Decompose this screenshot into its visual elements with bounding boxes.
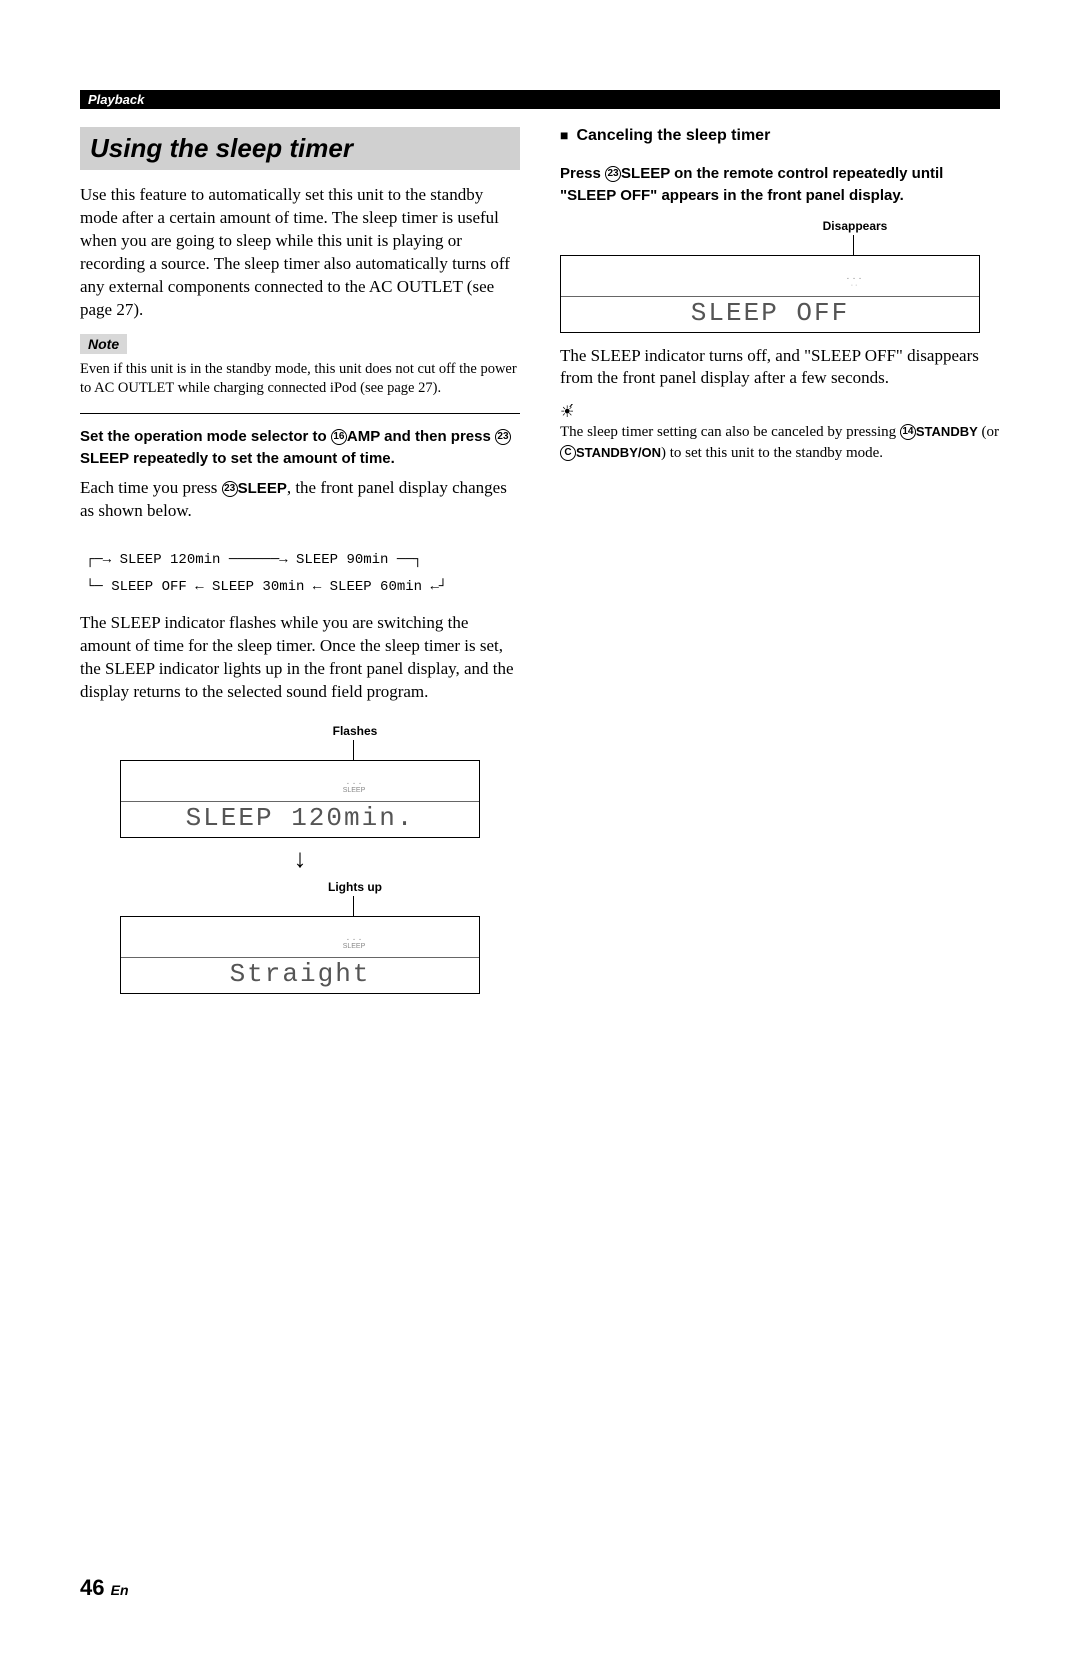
display-line — [561, 296, 979, 297]
intro-paragraph: Use this feature to automatically set th… — [80, 184, 520, 322]
feature-title: Using the sleep timer — [80, 127, 520, 170]
page-num-value: 46 — [80, 1575, 104, 1600]
after-paragraph: The SLEEP indicator turns off, and "SLEE… — [560, 345, 1000, 391]
cancel-instruction: Press 23SLEEP on the remote control repe… — [560, 163, 1000, 207]
display-group-off: Disappears · · SLEEP OFF — [560, 219, 980, 333]
sleep-indicator-icon: SLEEP — [339, 781, 369, 794]
tip-icon: ☀́ — [560, 402, 1000, 422]
text: Each time you press — [80, 478, 222, 497]
cancel-subheading: ■ Canceling the sleep timer — [560, 127, 1000, 145]
page-number: 46 En — [80, 1575, 129, 1601]
standbyon-label: STANDBY/ON — [576, 445, 661, 460]
display-text: SLEEP OFF — [561, 298, 979, 328]
sleep-label: SLEEP — [238, 480, 287, 497]
display-text: SLEEP 120min. — [121, 803, 479, 833]
sleep-indicator-icon: SLEEP — [339, 937, 369, 950]
note-text: Even if this unit is in the standby mode… — [80, 360, 520, 399]
front-panel-display: SLEEP Straight — [120, 916, 480, 994]
tip-paragraph: The sleep timer setting can also be canc… — [560, 422, 1000, 463]
amp-label: AMP — [347, 428, 380, 445]
front-panel-display: · · SLEEP OFF — [560, 255, 980, 333]
set-mode-instruction: Set the operation mode selector to 16AMP… — [80, 426, 520, 470]
cycle-diagram: ┌─→ SLEEP 120min ──────→ SLEEP 90min ──┐… — [80, 535, 520, 612]
page-lang: En — [111, 1582, 129, 1598]
instr-text: and then press — [380, 428, 495, 445]
instr-text: Set the operation mode selector to — [80, 428, 331, 445]
front-panel-display: SLEEP SLEEP 120min. — [120, 760, 480, 838]
label-pointer — [353, 896, 354, 916]
display-group-2: Lights up SLEEP Straight — [120, 880, 480, 994]
text: ) to set this unit to the standby mode. — [661, 445, 883, 461]
standbyon-ref-icon: C — [560, 445, 576, 461]
cycle-line: └─ SLEEP OFF ← SLEEP 30min ← SLEEP 60min… — [86, 579, 447, 595]
section-bar: Playback — [80, 90, 1000, 109]
down-arrow-icon: ↓ — [80, 838, 520, 880]
display-text: Straight — [121, 959, 479, 989]
divider — [80, 413, 520, 414]
display-group-1: Flashes SLEEP SLEEP 120min. — [120, 724, 480, 838]
standby-ref-icon: 14 — [900, 424, 916, 440]
square-bullet-icon: ■ — [560, 127, 568, 143]
text: The sleep timer setting can also be canc… — [560, 424, 900, 440]
flash-paragraph: The SLEEP indicator flashes while you ar… — [80, 612, 520, 704]
display-line — [121, 801, 479, 802]
label-pointer — [353, 740, 354, 760]
label-pointer — [853, 235, 854, 255]
disappears-label: Disappears — [815, 219, 895, 233]
cycle-line: ┌─→ SLEEP 120min ──────→ SLEEP 90min ──┐ — [86, 552, 422, 568]
note-badge: Note — [80, 334, 127, 354]
instr-text: repeatedly to set the amount of time. — [129, 450, 395, 467]
subhead-text: Canceling the sleep timer — [576, 127, 770, 144]
flashes-label: Flashes — [325, 724, 385, 738]
sleep-ref-icon: 23 — [222, 481, 238, 497]
content-columns: Using the sleep timer Use this feature t… — [80, 127, 1000, 994]
sleep-label: SLEEP — [621, 165, 670, 182]
sleep-ref-icon: 23 — [605, 166, 621, 182]
left-column: Using the sleep timer Use this feature t… — [80, 127, 520, 994]
standby-label: STANDBY — [916, 424, 978, 439]
sleep-label: SLEEP — [80, 450, 129, 467]
sleep-ref-icon: 23 — [495, 429, 511, 445]
sleep-indicator-icon: · · — [839, 276, 869, 289]
text: (or — [978, 424, 999, 440]
amp-ref-icon: 16 — [331, 429, 347, 445]
right-column: ■Canceling the sleep timer Press 23SLEEP… — [560, 127, 1000, 994]
each-time-paragraph: Each time you press 23SLEEP, the front p… — [80, 477, 520, 523]
display-line — [121, 957, 479, 958]
text: Press — [560, 165, 605, 182]
lights-up-label: Lights up — [320, 880, 390, 894]
